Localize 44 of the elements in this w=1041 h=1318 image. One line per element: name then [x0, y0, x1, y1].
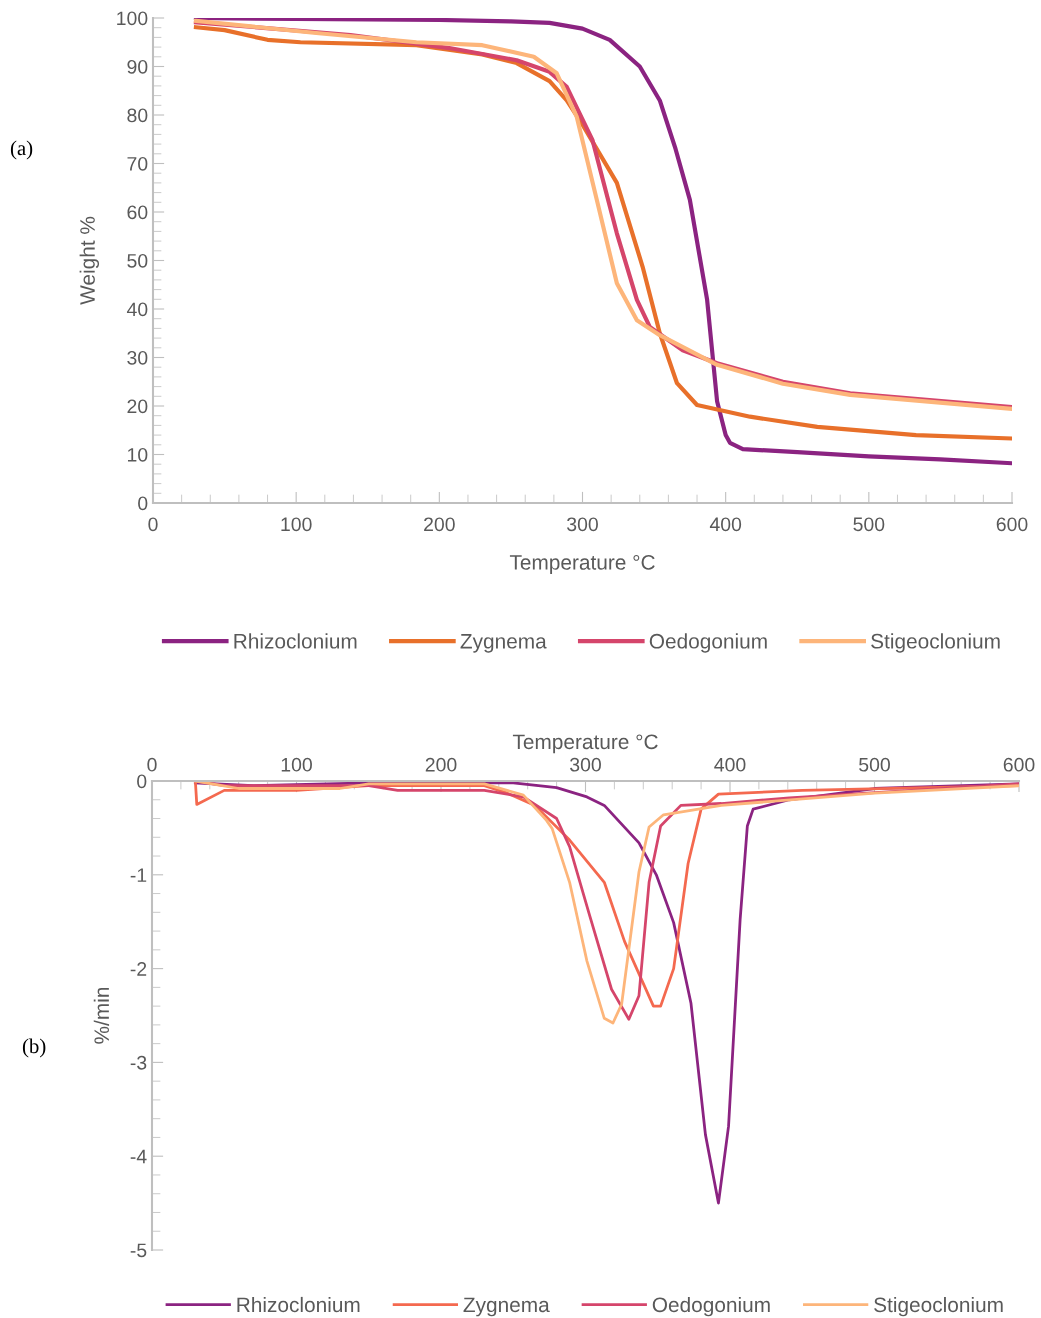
text: (b) — [22, 1038, 46, 1058]
x-tick-label: 500 — [853, 517, 885, 532]
y-tick-label: 0 — [137, 774, 147, 789]
y-tick-label: 100 — [117, 11, 148, 26]
y-tick-label: 10 — [128, 447, 148, 462]
y-tick-label: -4 — [130, 1149, 147, 1164]
x-tick-label: 100 — [281, 757, 312, 772]
y-tick-label: 90 — [127, 59, 148, 74]
x-axis-title: Temperature °C — [509, 555, 655, 574]
y-tick-label: -1 — [130, 868, 147, 882]
legend-label: Oedogonium — [652, 1296, 770, 1317]
x-tick-label: 500 — [859, 757, 890, 772]
legend-label: Zygnema — [463, 1297, 550, 1317]
y-axis-title: Weight % — [79, 216, 100, 305]
legend-label: Zygnema — [460, 634, 547, 653]
x-tick-label: 200 — [425, 757, 457, 772]
x-tick-label: 600 — [996, 517, 1028, 532]
x-tick-label: 300 — [567, 517, 598, 532]
y-tick-label: 80 — [127, 108, 148, 123]
legend-label: Oedogonium — [649, 633, 767, 653]
y-tick-label: 0 — [138, 496, 148, 511]
y-tick-label: 40 — [126, 302, 148, 317]
x-tick-label: 200 — [424, 517, 455, 532]
legend-label: Stigeoclonium — [871, 633, 1000, 653]
y-axis-title: %/min — [93, 987, 110, 1044]
x-tick-label: 300 — [570, 757, 601, 772]
legend-label: Rhizoclonium — [234, 633, 357, 649]
y-tick-label: -5 — [130, 1243, 147, 1258]
text: (a) — [10, 140, 33, 160]
y-tick-label: -3 — [130, 1055, 147, 1070]
y-tick-label: 50 — [127, 253, 148, 268]
y-tick-label: 20 — [127, 399, 148, 414]
legend-label: Rhizoclonium — [237, 1296, 360, 1313]
x-tick-label: 0 — [148, 517, 158, 532]
x-tick-label: 600 — [1003, 757, 1035, 772]
legend-label: Stigeoclonium — [874, 1296, 1003, 1317]
y-tick-label: 30 — [127, 350, 148, 365]
x-tick-label: 100 — [281, 517, 312, 532]
y-tick-label: -2 — [130, 962, 147, 976]
y-tick-label: 70 — [127, 156, 148, 171]
x-axis-title: Temperature °C — [512, 734, 658, 754]
x-tick-label: 400 — [714, 757, 746, 772]
y-tick-label: 60 — [127, 205, 148, 220]
x-tick-label: 400 — [709, 517, 742, 532]
